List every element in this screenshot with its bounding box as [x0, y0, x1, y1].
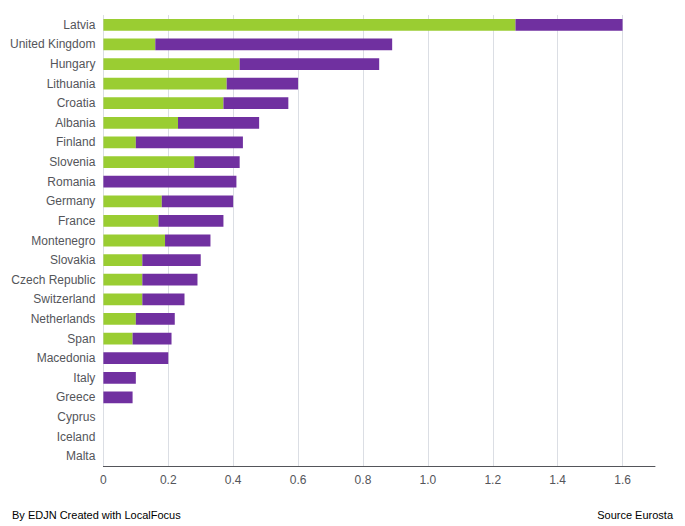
svg-text:0: 0 [100, 473, 107, 487]
svg-text:Source Eurosta: Source Eurosta [597, 509, 674, 521]
svg-text:Macedonia: Macedonia [37, 351, 96, 365]
svg-text:0.6: 0.6 [290, 473, 307, 487]
svg-text:Lithuania: Lithuania [47, 77, 96, 91]
svg-text:Montenegro: Montenegro [31, 234, 95, 248]
svg-text:Finland: Finland [56, 135, 95, 149]
svg-text:Switzerland: Switzerland [33, 292, 95, 306]
svg-text:Germany: Germany [46, 194, 95, 208]
svg-text:United Kingdom: United Kingdom [10, 37, 95, 51]
svg-text:1.6: 1.6 [614, 473, 631, 487]
svg-text:Slovenia: Slovenia [49, 155, 95, 169]
svg-text:Hungary: Hungary [50, 57, 95, 71]
svg-text:Albania: Albania [55, 116, 95, 130]
svg-text:Croatia: Croatia [57, 96, 96, 110]
svg-text:Italy: Italy [73, 371, 95, 385]
svg-text:Iceland: Iceland [57, 430, 96, 444]
svg-text:Romania: Romania [47, 175, 95, 189]
svg-text:0.8: 0.8 [355, 473, 372, 487]
svg-text:0.2: 0.2 [160, 473, 177, 487]
svg-text:1.2: 1.2 [484, 473, 501, 487]
svg-text:By EDJN Created with LocalFocu: By EDJN Created with LocalFocus [12, 509, 181, 521]
svg-text:1.4: 1.4 [549, 473, 566, 487]
svg-text:Slovakia: Slovakia [50, 253, 96, 267]
svg-text:France: France [58, 214, 96, 228]
svg-text:1.0: 1.0 [420, 473, 437, 487]
svg-text:Span: Span [67, 332, 95, 346]
svg-text:Malta: Malta [66, 449, 96, 463]
svg-text:Latvia: Latvia [63, 18, 95, 32]
svg-text:Greece: Greece [56, 390, 96, 404]
svg-text:Netherlands: Netherlands [31, 312, 96, 326]
svg-text:Czech Republic: Czech Republic [11, 273, 95, 287]
svg-text:0.4: 0.4 [225, 473, 242, 487]
svg-text:Cyprus: Cyprus [57, 410, 95, 424]
